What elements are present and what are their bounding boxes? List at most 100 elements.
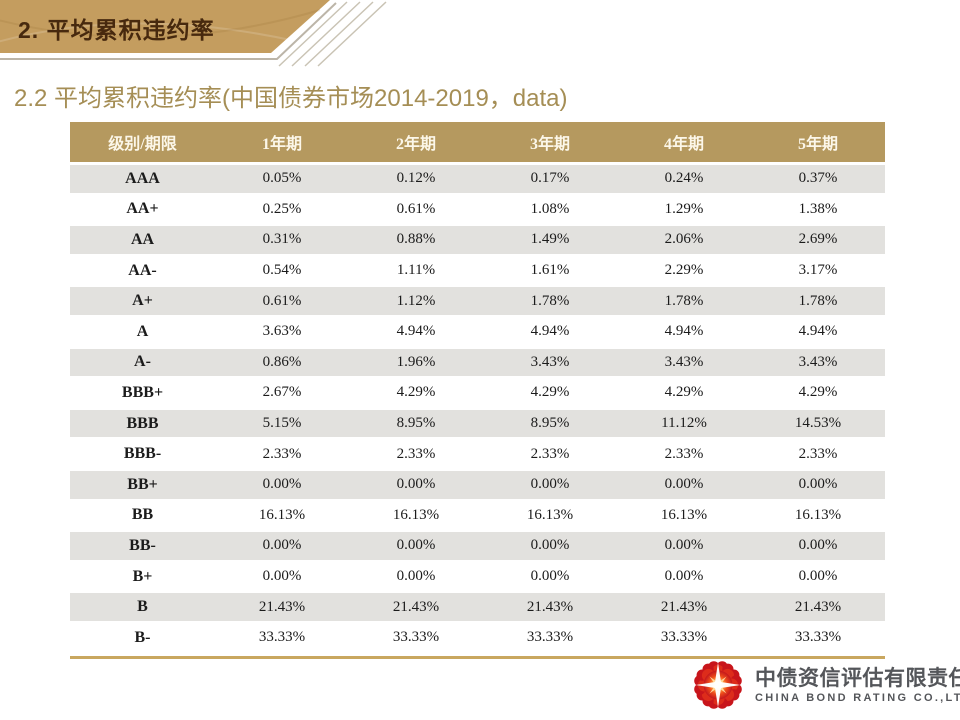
star-burst [695, 662, 741, 708]
default-rate-cell: 2.33% [215, 440, 349, 468]
footer: 中债资信评估有限责任公司 CHINA BOND RATING CO.,LTD [690, 657, 960, 713]
flower-logo-icon [694, 661, 742, 709]
default-rate-cell: 0.88% [349, 226, 483, 254]
default-rate-cell: 1.38% [751, 195, 885, 224]
table-row: BBB 5.15% 8.95% 8.95% 11.12% 14.53% [70, 409, 885, 438]
default-rate-cell: 0.00% [751, 470, 885, 499]
column-header-year5: 5年期 [751, 122, 885, 162]
default-rate-cell: 0.86% [215, 348, 349, 377]
default-rate-cell: 2.33% [617, 440, 751, 468]
default-rate-cell: 4.94% [349, 317, 483, 346]
default-rate-cell: 0.00% [349, 562, 483, 591]
column-header-rating: 级别/期限 [70, 122, 215, 162]
default-rate-cell: 2.29% [617, 256, 751, 285]
default-rate-cell: 0.31% [215, 226, 349, 254]
default-rate-cell: 21.43% [751, 593, 885, 621]
table-row: AAA 0.05% 0.12% 0.17% 0.24% 0.37% [70, 165, 885, 193]
default-rate-cell: 2.06% [617, 226, 751, 254]
default-rate-cell: 0.00% [215, 470, 349, 499]
rating-label: BBB+ [70, 379, 215, 407]
default-rate-cell: 0.25% [215, 195, 349, 224]
section-banner: 2. 平均累积违约率 [0, 0, 420, 72]
default-rate-cell: 0.61% [349, 195, 483, 224]
rating-label: BBB [70, 409, 215, 438]
default-rate-cell: 4.94% [617, 317, 751, 346]
default-rate-cell: 1.96% [349, 348, 483, 377]
default-rate-cell: 1.08% [483, 195, 617, 224]
default-rate-cell: 0.05% [215, 165, 349, 193]
rating-label: A- [70, 348, 215, 377]
default-rate-cell: 0.00% [751, 532, 885, 560]
default-rate-cell: 4.94% [751, 317, 885, 346]
default-rate-cell: 8.95% [349, 409, 483, 438]
rating-label: BB+ [70, 470, 215, 499]
rating-label: AA- [70, 256, 215, 285]
default-rate-cell: 2.33% [751, 440, 885, 468]
default-rate-cell: 21.43% [349, 593, 483, 621]
default-rate-cell: 0.00% [483, 532, 617, 560]
default-rate-cell: 2.67% [215, 379, 349, 407]
default-rate-cell: 33.33% [215, 623, 349, 652]
default-rate-cell: 0.00% [215, 562, 349, 591]
default-rate-cell: 16.13% [483, 501, 617, 530]
default-rate-cell: 2.69% [751, 226, 885, 254]
rating-label: BB- [70, 532, 215, 560]
default-rate-cell: 1.78% [483, 287, 617, 315]
default-rate-cell: 21.43% [215, 593, 349, 621]
table-row: AA+ 0.25% 0.61% 1.08% 1.29% 1.38% [70, 195, 885, 224]
table-bottom-accent [70, 655, 885, 659]
table-row: BBB+ 2.67% 4.29% 4.29% 4.29% 4.29% [70, 379, 885, 407]
table-row: A 3.63% 4.94% 4.94% 4.94% 4.94% [70, 317, 885, 346]
default-rate-cell: 33.33% [751, 623, 885, 652]
rating-label: AA [70, 226, 215, 254]
rating-label: A+ [70, 287, 215, 315]
default-rate-cell: 3.43% [617, 348, 751, 377]
rating-label: BBB- [70, 440, 215, 468]
column-header-year1: 1年期 [215, 122, 349, 162]
table-row: A+ 0.61% 1.12% 1.78% 1.78% 1.78% [70, 287, 885, 315]
default-rate-cell: 8.95% [483, 409, 617, 438]
default-rate-cell: 21.43% [617, 593, 751, 621]
rating-label: AA+ [70, 195, 215, 224]
default-rate-cell: 3.43% [483, 348, 617, 377]
table-row: AA- 0.54% 1.11% 1.61% 2.29% 3.17% [70, 256, 885, 285]
default-rate-cell: 1.61% [483, 256, 617, 285]
table-row: BB+ 0.00% 0.00% 0.00% 0.00% 0.00% [70, 470, 885, 499]
default-rate-cell: 0.00% [215, 532, 349, 560]
default-rate-cell: 3.43% [751, 348, 885, 377]
default-rate-cell: 16.13% [617, 501, 751, 530]
default-rate-cell: 0.00% [751, 562, 885, 591]
default-rate-cell: 3.63% [215, 317, 349, 346]
default-rate-cell: 2.33% [483, 440, 617, 468]
company-name-cn: 中债资信评估有限责任公司 [755, 666, 960, 690]
section-title: 2. 平均累积违约率 [18, 17, 215, 43]
default-rate-cell: 0.17% [483, 165, 617, 193]
default-rate-cell: 14.53% [751, 409, 885, 438]
table-row: BB 16.13% 16.13% 16.13% 16.13% 16.13% [70, 501, 885, 530]
column-header-year3: 3年期 [483, 122, 617, 162]
table-row: AA 0.31% 0.88% 1.49% 2.06% 2.69% [70, 226, 885, 254]
default-rate-cell: 4.29% [751, 379, 885, 407]
table-row: B 21.43% 21.43% 21.43% 21.43% 21.43% [70, 593, 885, 621]
table-row: B+ 0.00% 0.00% 0.00% 0.00% 0.00% [70, 562, 885, 591]
default-rate-cell: 4.94% [483, 317, 617, 346]
rating-label: BB [70, 501, 215, 530]
default-rate-cell: 16.13% [349, 501, 483, 530]
default-rate-table: 级别/期限 1年期 2年期 3年期 4年期 5年期 AAA 0.05% 0.12% 0… [70, 119, 885, 655]
default-rate-cell: 1.11% [349, 256, 483, 285]
default-rate-cell: 0.00% [483, 562, 617, 591]
default-rate-cell: 33.33% [349, 623, 483, 652]
table-row: A- 0.86% 1.96% 3.43% 3.43% 3.43% [70, 348, 885, 377]
default-rate-cell: 4.29% [349, 379, 483, 407]
banner-shape-graphic [0, 0, 387, 67]
column-header-year2: 2年期 [349, 122, 483, 162]
rating-label: B+ [70, 562, 215, 591]
default-rate-cell: 5.15% [215, 409, 349, 438]
slide-subtitle: 2.2 平均累积违约率(中国债券市场2014-2019，data) [14, 85, 568, 112]
default-rate-table-wrap: 级别/期限 1年期 2年期 3年期 4年期 5年期 AAA 0.05% 0.12% 0… [70, 119, 885, 659]
default-rate-cell: 21.43% [483, 593, 617, 621]
default-rate-cell: 0.61% [215, 287, 349, 315]
default-rate-cell: 0.00% [349, 532, 483, 560]
default-rate-cell: 33.33% [617, 623, 751, 652]
table-header-row: 级别/期限 1年期 2年期 3年期 4年期 5年期 [70, 122, 885, 162]
